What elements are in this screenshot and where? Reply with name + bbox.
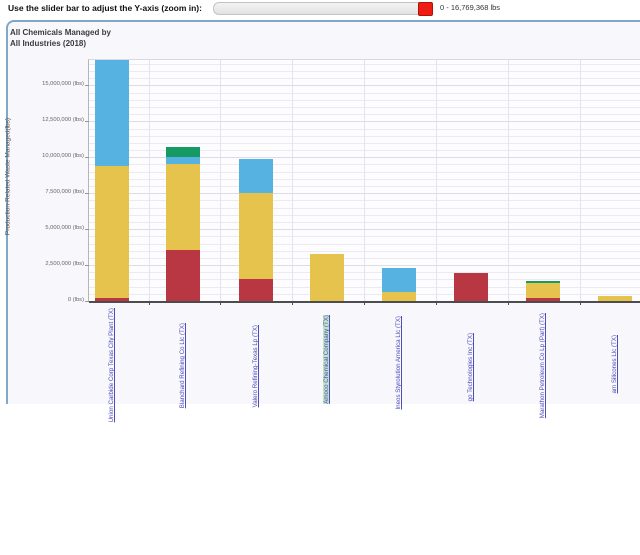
bar-segment-segment-red[interactable] [166, 249, 200, 301]
bar-segment-segment-green[interactable] [526, 281, 560, 283]
y-axis-tick [85, 265, 89, 267]
y-axis-title: Production-Related Waste Managed(lbs) [4, 117, 12, 236]
plot-area [85, 59, 640, 305]
facility-link[interactable]: Marathon Petroleum Co Lp (Part) (TX) [539, 313, 546, 419]
bar-segment-segment-red[interactable] [95, 297, 129, 301]
gridline [220, 60, 221, 301]
bar-segment-segment-yellow[interactable] [526, 282, 560, 298]
bar-segment-segment-blue[interactable] [382, 267, 416, 292]
bar-segment-segment-red[interactable] [526, 297, 560, 301]
bar-segment-segment-red[interactable] [239, 279, 273, 301]
bar-segment-segment-red[interactable] [454, 272, 488, 301]
bar-segment-segment-yellow[interactable] [598, 295, 632, 301]
x-axis-tick [579, 301, 581, 305]
facility-link[interactable]: go Technologies Inc (TX) [467, 333, 474, 402]
x-axis-tick [436, 301, 437, 305]
chart-title-line2: All Industries (2018) [10, 39, 87, 48]
gridline [364, 60, 365, 301]
bar-segment-segment-yellow[interactable] [382, 291, 416, 301]
y-axis-tick [85, 229, 89, 231]
slider-instruction-label: Use the slider bar to adjust the Y-axis … [8, 3, 202, 13]
chart-title-line1: All Chemicals Managed by [10, 28, 111, 37]
facility-link[interactable]: Valero Refining-Texas Lp (TX) [252, 325, 259, 408]
y-axis-range-label: 0 - 16,769,368 lbs [440, 3, 501, 12]
y-axis-tick [85, 157, 89, 159]
bar-segment-segment-yellow[interactable] [239, 192, 273, 279]
gridline [292, 60, 293, 301]
facility-link[interactable]: Blanchard Refining Co Llc (TX) [179, 323, 186, 409]
chart-title: All Chemicals Managed by All Industries … [10, 27, 111, 49]
bar-segment-segment-blue[interactable] [239, 158, 273, 193]
y-axis-tick [85, 85, 89, 87]
x-axis-tick [220, 301, 221, 305]
y-axis-zoom-slider[interactable] [213, 2, 433, 16]
y-axis-tick [85, 301, 89, 302]
x-axis-tick [292, 301, 293, 305]
toolbar: Use the slider bar to adjust the Y-axis … [0, 0, 640, 21]
bar-segment-segment-green[interactable] [166, 146, 200, 157]
bar-segment-segment-yellow[interactable] [95, 165, 129, 298]
y-axis-tick [85, 193, 89, 195]
bar-segment-segment-yellow[interactable] [166, 163, 200, 250]
x-axis-tick [364, 301, 365, 305]
gridline [436, 60, 437, 301]
bar-segment-segment-yellow[interactable] [310, 253, 344, 301]
bar-segment-segment-blue[interactable] [166, 156, 200, 164]
y-axis-tick [85, 121, 89, 123]
facility-link[interactable]: Ineos Styrolution America Llc (TX) [395, 316, 402, 410]
x-axis-tick [507, 301, 509, 305]
gridline [148, 60, 150, 301]
facility-link[interactable]: am Silicones Llc (TX) [611, 335, 618, 394]
bar-segment-segment-blue[interactable] [95, 60, 129, 166]
facility-link[interactable]: Union Carbide Corp Texas City Plant (TX) [108, 308, 115, 423]
facility-link[interactable]: Amoco Chemical Company (TX) [323, 315, 330, 404]
gridline [579, 60, 581, 301]
slider-handle[interactable] [418, 2, 433, 16]
x-axis-tick [148, 301, 150, 305]
gridline [507, 60, 509, 301]
